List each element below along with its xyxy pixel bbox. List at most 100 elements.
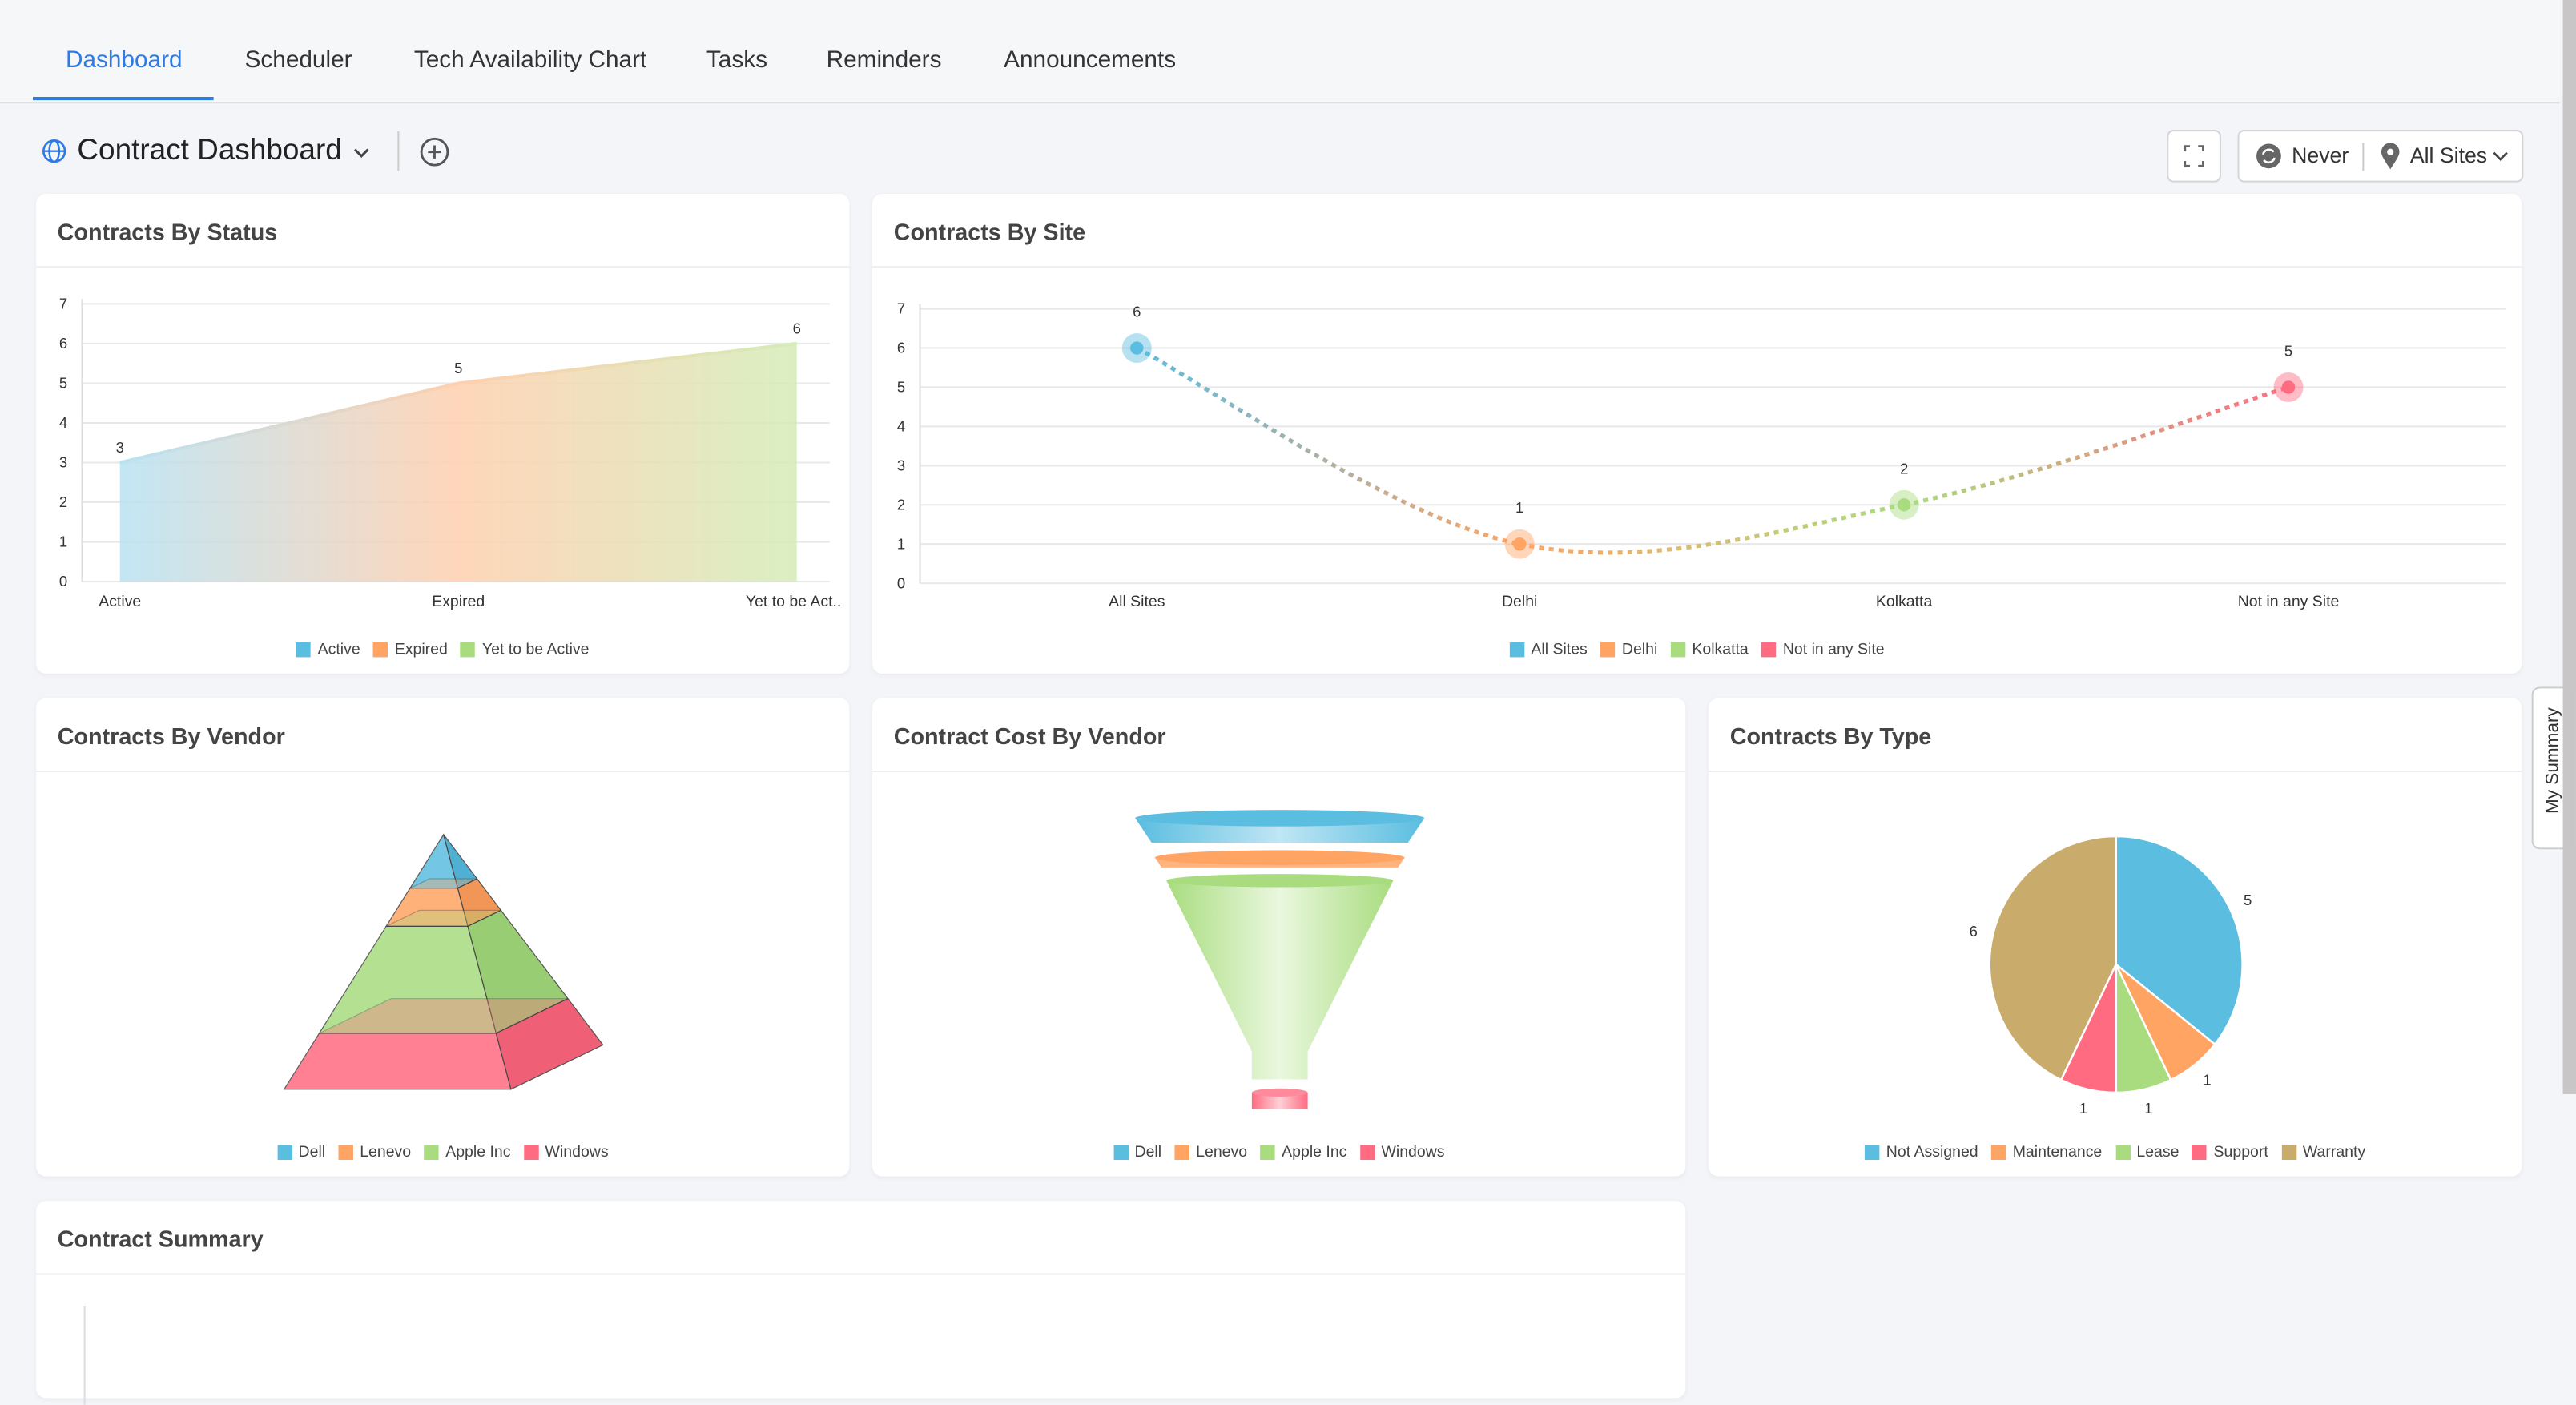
pyramid-chart <box>283 833 604 1090</box>
refresh-interval[interactable]: Never <box>2292 143 2349 168</box>
legend-label: Windows <box>545 1143 609 1162</box>
legend-swatch <box>1670 642 1686 658</box>
tab-scheduler[interactable]: Scheduler <box>244 47 352 74</box>
legend-label: Lenevo <box>1196 1143 1248 1162</box>
legend-swatch <box>523 1145 539 1161</box>
pyramid-layer-windows[interactable] <box>283 997 604 1090</box>
pie-slice-warranty[interactable] <box>1988 835 2117 1081</box>
chevron-down-icon[interactable] <box>2492 150 2509 163</box>
tab-tasks[interactable]: Tasks <box>706 47 767 74</box>
legend-item-lenevo[interactable]: Lenevo <box>338 1143 411 1161</box>
legend: Not Assigned Maintenance Lease Support Warra… <box>1709 1143 2522 1161</box>
tab-dashboard[interactable]: Dashboard <box>66 47 183 74</box>
divider <box>36 266 850 268</box>
legend-item-yet-to-be-active[interactable]: Yet to be Active <box>461 640 590 659</box>
card-contracts-by-site: Contracts By Site 0 1 2 3 4 5 6 7 6 All Sites 1 Del… <box>872 194 2522 674</box>
y-tick-label: 5 <box>897 379 905 396</box>
data-point <box>1512 537 1527 551</box>
tab-reminders[interactable]: Reminders <box>826 47 942 74</box>
y-tick-label: 2 <box>59 493 67 510</box>
legend-label: Kolkatta <box>1692 640 1749 659</box>
legend-swatch <box>276 1145 292 1161</box>
legend-item-kolkatta[interactable]: Kolkatta <box>1670 640 1749 659</box>
data-label: 5 <box>2244 892 2252 908</box>
pie-slice-not-assigned[interactable] <box>2115 835 2244 1046</box>
legend-item-warranty[interactable]: Warranty <box>2281 1143 2365 1161</box>
legend-item-windows[interactable]: Windows <box>523 1143 609 1162</box>
pyramid-face <box>495 997 604 1090</box>
y-tick-label: 1 <box>59 533 67 550</box>
fullscreen-button[interactable] <box>2167 130 2221 183</box>
legend-item-active[interactable]: Active <box>296 641 360 658</box>
funnel-segment-dell[interactable] <box>1135 810 1425 843</box>
legend-item-all-sites[interactable]: All Sites <box>1509 640 1588 659</box>
legend-label: Apple Inc <box>445 1143 511 1162</box>
tab-announcements[interactable]: Announcements <box>1004 47 1177 74</box>
card-title: Contracts By Vendor <box>57 723 285 750</box>
site-selector[interactable]: All Sites <box>2409 143 2488 168</box>
location-pin-icon <box>2381 143 2400 170</box>
series-line-segment <box>1903 384 2289 507</box>
add-circle-icon[interactable] <box>419 136 450 167</box>
legend-swatch <box>296 642 312 658</box>
legend-swatch <box>1865 1145 1880 1161</box>
legend-swatch <box>2115 1145 2131 1161</box>
divider <box>872 266 2522 268</box>
tab-tech-availability-chart[interactable]: Tech Availability Chart <box>413 47 647 74</box>
card-title: Contracts By Site <box>893 218 1086 245</box>
legend-label: Not Assigned <box>1886 1143 1978 1162</box>
divider <box>2362 143 2365 171</box>
legend-item-dell[interactable]: Dell <box>276 1143 326 1162</box>
card-contracts-by-status: Contracts By Status 0 1 2 3 4 5 6 7 3 Active 5 Expi… <box>36 194 850 674</box>
legend-item-windows[interactable]: Windows <box>1359 1143 1445 1162</box>
legend-item-lease[interactable]: Lease <box>2115 1143 2179 1161</box>
y-tick-label: 7 <box>897 300 905 317</box>
funnel-segment-apple-inc[interactable] <box>1166 874 1394 1080</box>
pyramid-layer-lenevo[interactable] <box>385 878 502 928</box>
y-tick-label: 3 <box>59 454 67 471</box>
legend-swatch <box>1359 1145 1375 1161</box>
funnel-segment-windows[interactable] <box>1251 1088 1308 1109</box>
legend-label: All Sites <box>1531 640 1588 659</box>
legend-item-apple-inc[interactable]: Apple Inc <box>424 1143 511 1162</box>
divider <box>872 770 1686 772</box>
legend-swatch <box>1509 642 1525 658</box>
legend-label: Dell <box>298 1143 326 1162</box>
chevron-down-icon[interactable] <box>352 144 372 161</box>
pie-chart: 5 1 1 1 6 <box>1970 835 2252 1117</box>
refresh-icon[interactable] <box>2256 143 2282 169</box>
funnel-segment-lenevo[interactable] <box>1154 850 1405 868</box>
legend-label: Windows <box>1381 1143 1445 1162</box>
y-tick-label: 0 <box>897 574 905 591</box>
legend-item-lenevo[interactable]: Lenevo <box>1174 1143 1247 1161</box>
legend-item-support[interactable]: Support <box>2192 1143 2268 1161</box>
data-point <box>1130 341 1144 355</box>
scrollbar[interactable] <box>2562 0 2576 1094</box>
data-label: 5 <box>454 360 462 376</box>
y-tick-label: 7 <box>59 296 67 312</box>
legend-item-apple-inc[interactable]: Apple Inc <box>1260 1143 1346 1161</box>
legend: Dell Lenevo Apple Inc Windows <box>36 1143 849 1161</box>
legend-item-not-assigned[interactable]: Not Assigned <box>1865 1143 1978 1161</box>
x-tick-label: Not in any Site <box>2238 593 2340 610</box>
dashboard-title[interactable]: Contract Dashboard <box>77 133 342 167</box>
globe-icon <box>42 139 66 163</box>
legend-item-expired[interactable]: Expired <box>373 641 448 658</box>
area-line <box>119 341 797 465</box>
legend-swatch <box>1991 1145 2006 1161</box>
divider <box>397 131 400 171</box>
pyramid-face <box>283 1033 512 1090</box>
legend-label: Not in any Site <box>1782 640 1885 659</box>
legend-item-not-in-any-site[interactable]: Not in any Site <box>1761 640 1885 659</box>
legend-item-maintenance[interactable]: Maintenance <box>1991 1143 2102 1161</box>
card-contracts-by-vendor: Contracts By Vendor Dell Lenevo Apple Inc W… <box>36 698 850 1177</box>
y-tick-label: 0 <box>59 573 67 590</box>
legend-swatch <box>1174 1145 1189 1161</box>
legend-swatch <box>1600 642 1616 658</box>
legend-item-delhi[interactable]: Delhi <box>1600 641 1657 658</box>
legend-item-dell[interactable]: Dell <box>1113 1143 1161 1161</box>
pyramid-layer-apple-inc[interactable] <box>318 909 569 1034</box>
legend-label: Yet to be Active <box>481 640 590 659</box>
y-tick-label: 1 <box>897 535 905 552</box>
legend-swatch <box>1113 1145 1129 1161</box>
